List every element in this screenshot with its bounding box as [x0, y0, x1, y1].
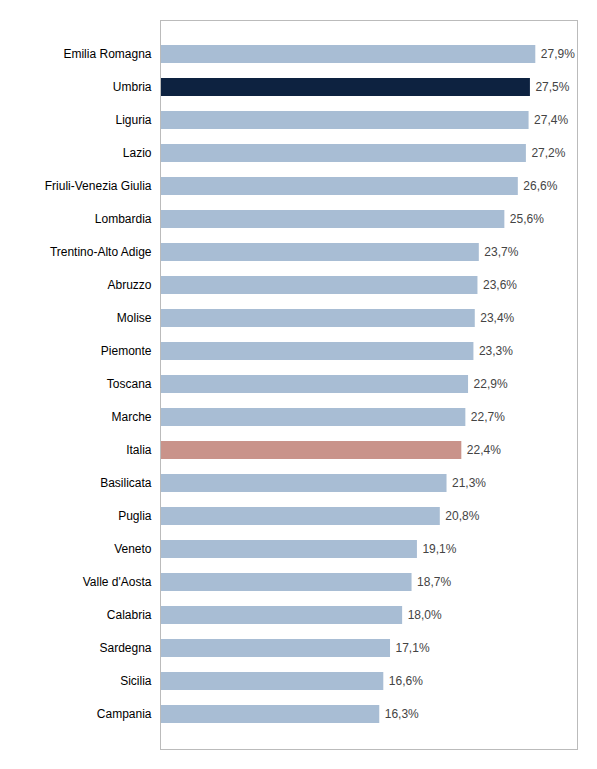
- svg-text:16,3%: 16,3%: [385, 707, 419, 721]
- svg-text:27,4%: 27,4%: [534, 113, 568, 127]
- svg-text:Sicilia: Sicilia: [120, 674, 152, 688]
- svg-text:26,6%: 26,6%: [523, 179, 557, 193]
- svg-text:Piemonte: Piemonte: [101, 344, 152, 358]
- svg-text:Puglia: Puglia: [118, 509, 152, 523]
- svg-text:Toscana: Toscana: [107, 377, 152, 391]
- svg-text:27,9%: 27,9%: [541, 47, 575, 61]
- svg-text:Molise: Molise: [117, 311, 152, 325]
- svg-text:23,3%: 23,3%: [479, 344, 513, 358]
- svg-text:Marche: Marche: [111, 410, 151, 424]
- svg-text:16,6%: 16,6%: [389, 674, 423, 688]
- svg-text:Friuli-Venezia Giulia: Friuli-Venezia Giulia: [45, 179, 152, 193]
- svg-text:25,6%: 25,6%: [510, 212, 544, 226]
- svg-text:Campania: Campania: [97, 707, 152, 721]
- svg-text:23,4%: 23,4%: [480, 311, 514, 325]
- svg-text:22,4%: 22,4%: [467, 443, 501, 457]
- svg-text:Veneto: Veneto: [114, 542, 152, 556]
- svg-text:Lazio: Lazio: [123, 146, 152, 160]
- svg-text:Calabria: Calabria: [107, 608, 152, 622]
- svg-text:Emilia Romagna: Emilia Romagna: [63, 47, 151, 61]
- svg-text:18,7%: 18,7%: [417, 575, 451, 589]
- svg-text:23,6%: 23,6%: [483, 278, 517, 292]
- svg-text:Umbria: Umbria: [113, 80, 152, 94]
- svg-text:Italia: Italia: [126, 443, 152, 457]
- svg-text:23,7%: 23,7%: [484, 245, 518, 259]
- svg-text:Liguria: Liguria: [115, 113, 151, 127]
- svg-text:18,0%: 18,0%: [408, 608, 442, 622]
- svg-text:22,9%: 22,9%: [474, 377, 508, 391]
- svg-text:Trentino-Alto Adige: Trentino-Alto Adige: [50, 245, 152, 259]
- svg-text:Basilicata: Basilicata: [100, 476, 152, 490]
- svg-text:19,1%: 19,1%: [422, 542, 456, 556]
- svg-text:27,5%: 27,5%: [535, 80, 569, 94]
- svg-text:22,7%: 22,7%: [471, 410, 505, 424]
- svg-text:Lombardia: Lombardia: [95, 212, 152, 226]
- svg-text:Sardegna: Sardegna: [99, 641, 151, 655]
- svg-text:21,3%: 21,3%: [452, 476, 486, 490]
- svg-text:17,1%: 17,1%: [396, 641, 430, 655]
- svg-text:20,8%: 20,8%: [445, 509, 479, 523]
- svg-text:Valle d'Aosta: Valle d'Aosta: [83, 575, 152, 589]
- svg-text:27,2%: 27,2%: [531, 146, 565, 160]
- svg-text:Abruzzo: Abruzzo: [107, 278, 151, 292]
